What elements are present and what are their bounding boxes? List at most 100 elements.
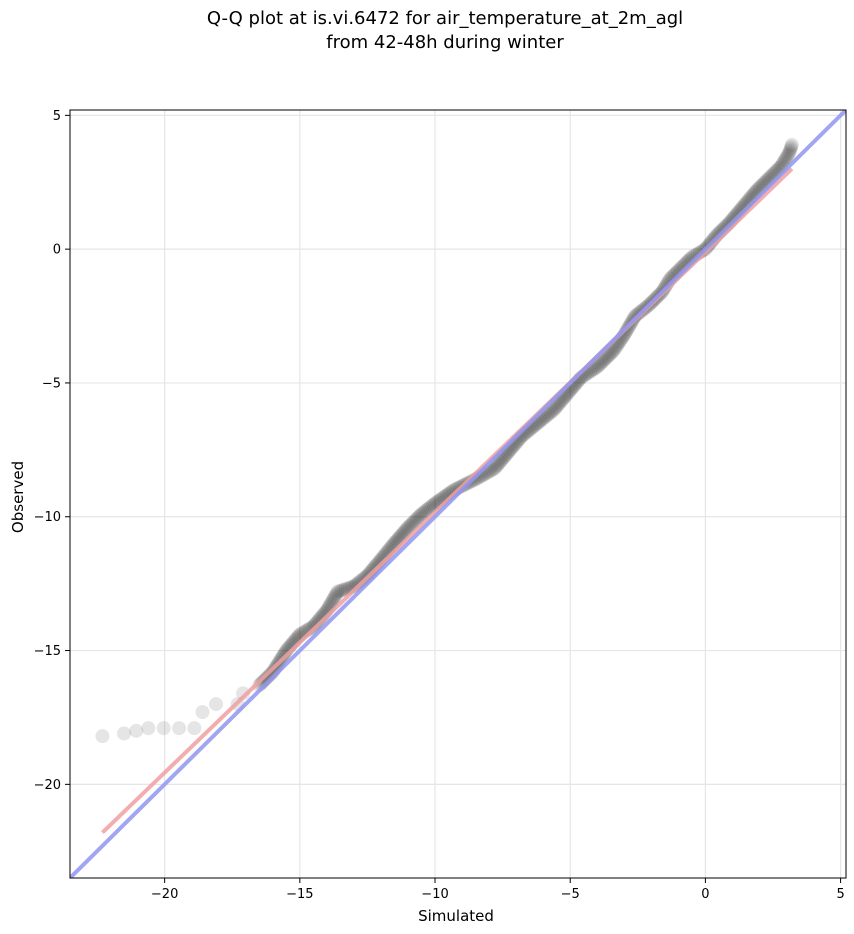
- data-point: [551, 397, 566, 412]
- data-point: [782, 143, 797, 158]
- data-point: [309, 616, 324, 631]
- data-point: [590, 359, 605, 374]
- data-point: [777, 153, 792, 168]
- identity-line: [70, 110, 846, 878]
- data-point: [596, 354, 611, 369]
- y-axis-label: Observed: [9, 461, 27, 533]
- data-point: [409, 511, 424, 526]
- data-point: [485, 462, 500, 477]
- data-point: [414, 507, 429, 522]
- data-point: [783, 141, 798, 156]
- data-point: [597, 352, 612, 367]
- data-point: [95, 729, 110, 744]
- data-point: [488, 459, 503, 474]
- y-tick-label: −10: [34, 510, 61, 525]
- data-point: [332, 584, 347, 599]
- chart-title-line-2: from 42-48h during winter: [326, 32, 564, 53]
- data-point: [782, 145, 797, 160]
- data-point: [781, 147, 796, 162]
- data-point: [156, 721, 171, 736]
- data-point: [408, 513, 423, 528]
- data-point: [421, 501, 436, 516]
- data-point: [172, 721, 187, 736]
- reference-lines: [70, 110, 846, 878]
- data-point: [604, 345, 619, 360]
- data-point: [399, 522, 414, 537]
- data-point: [411, 510, 426, 525]
- data-point: [593, 356, 608, 371]
- y-tick-label: −5: [42, 376, 61, 391]
- y-tick-label: −15: [34, 644, 61, 659]
- y-tick-label: −20: [34, 778, 61, 793]
- data-point: [328, 588, 343, 603]
- data-point: [350, 576, 365, 591]
- x-tick-label: 5: [836, 887, 844, 902]
- data-point: [310, 614, 325, 629]
- data-point: [546, 402, 561, 417]
- data-point: [403, 517, 418, 532]
- data-point: [325, 594, 340, 609]
- data-point: [784, 139, 799, 154]
- data-point: [394, 528, 409, 543]
- data-point: [195, 705, 210, 720]
- data-point: [129, 723, 144, 738]
- data-point: [591, 358, 606, 373]
- data-point: [329, 586, 344, 601]
- data-point: [490, 458, 505, 473]
- data-point: [491, 456, 506, 471]
- y-tick-label: 5: [53, 109, 61, 124]
- data-point: [549, 399, 564, 414]
- data-point: [417, 504, 432, 519]
- data-point: [117, 726, 132, 741]
- data-point: [348, 577, 363, 592]
- data-point: [209, 697, 224, 712]
- data-point: [406, 514, 421, 529]
- x-tick-label: −10: [421, 887, 448, 902]
- data-point: [141, 721, 156, 736]
- data-point: [369, 557, 384, 572]
- data-point: [422, 500, 437, 515]
- data-point: [412, 508, 427, 523]
- data-points: [95, 137, 799, 744]
- data-point: [779, 149, 794, 164]
- data-point: [330, 584, 345, 599]
- data-point: [602, 348, 617, 363]
- data-point: [545, 404, 560, 419]
- x-tick-label: −20: [151, 887, 178, 902]
- x-tick-label: −5: [561, 887, 580, 902]
- data-point: [594, 355, 609, 370]
- y-tick-label: 0: [53, 243, 61, 258]
- data-point: [398, 523, 413, 538]
- x-tick-label: −15: [286, 887, 313, 902]
- x-tick-label: 0: [701, 887, 709, 902]
- data-point: [487, 461, 502, 476]
- data-point: [334, 583, 349, 598]
- data-point: [307, 617, 322, 632]
- data-point: [336, 582, 351, 597]
- data-point: [187, 721, 202, 736]
- plot-area: −20 −15 −10 −5 0 5 −20 −15 −10 −5 0 5: [34, 109, 847, 902]
- data-point: [405, 515, 420, 530]
- data-point: [419, 503, 434, 518]
- data-point: [588, 361, 603, 376]
- data-point: [304, 620, 319, 635]
- data-point: [778, 151, 793, 166]
- data-point: [402, 518, 417, 533]
- data-point: [606, 343, 621, 358]
- data-point: [542, 406, 557, 421]
- data-point: [600, 349, 615, 364]
- axes-frame: [69, 109, 847, 879]
- data-point: [277, 647, 292, 662]
- data-point: [543, 405, 558, 420]
- data-point: [236, 686, 251, 701]
- data-point: [306, 619, 321, 634]
- data-point: [784, 137, 799, 152]
- data-point: [327, 590, 342, 605]
- x-axis-label: Simulated: [418, 907, 494, 925]
- data-point: [416, 505, 431, 520]
- data-point: [603, 346, 618, 361]
- data-point: [548, 401, 563, 416]
- data-point: [599, 351, 614, 366]
- data-point: [396, 525, 411, 540]
